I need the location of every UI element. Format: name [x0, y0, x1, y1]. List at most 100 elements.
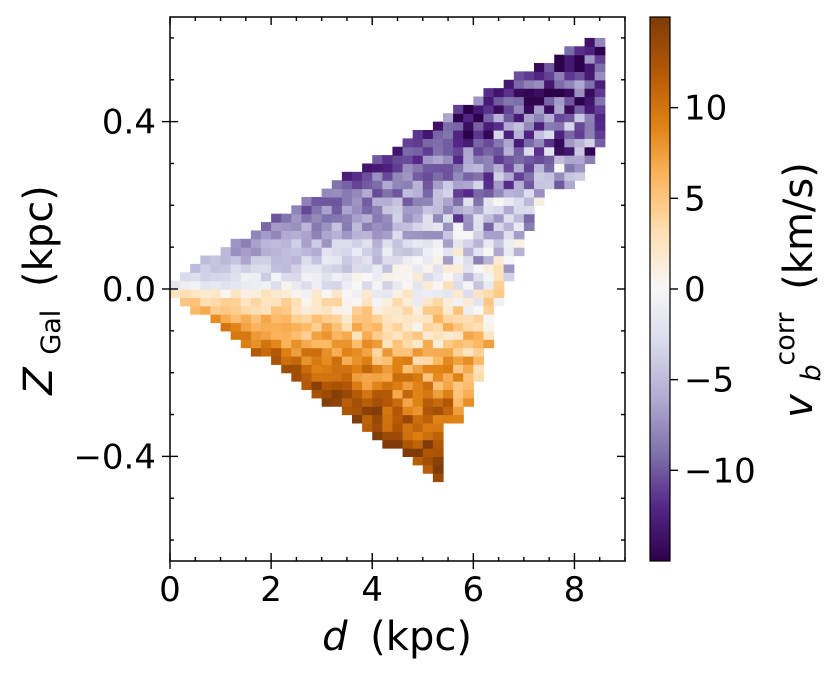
heatmap-cell — [382, 414, 394, 424]
heatmap-cell — [544, 63, 555, 72]
heatmap-cell — [230, 272, 242, 282]
heatmap-cell — [392, 272, 404, 282]
heatmap-cell — [362, 347, 373, 357]
heatmap-cell — [453, 196, 464, 206]
heatmap-cell — [271, 314, 282, 324]
heatmap-cell — [523, 79, 535, 89]
heatmap-cell — [341, 188, 353, 198]
heatmap-cell — [453, 322, 464, 332]
heatmap-cell — [483, 305, 495, 315]
heatmap-cell — [261, 255, 272, 265]
heatmap-cell — [362, 247, 373, 257]
heatmap-cell — [483, 230, 495, 240]
heatmap-cell — [473, 314, 485, 324]
heatmap-cell — [402, 289, 414, 298]
heatmap-cell — [352, 406, 363, 416]
heatmap-cell — [230, 255, 242, 265]
heatmap-cell — [483, 121, 495, 131]
heatmap-cell — [483, 272, 495, 282]
heatmap-cell — [240, 247, 252, 257]
heatmap-cell — [311, 205, 323, 215]
y-axis-label-unit: (kpc) — [16, 185, 62, 287]
heatmap-cell — [311, 255, 323, 265]
heatmap-cell — [402, 255, 414, 265]
heatmap-cell — [402, 347, 414, 357]
heatmap-cell — [402, 397, 414, 407]
heatmap-cell — [281, 255, 292, 265]
heatmap-cell — [321, 188, 333, 198]
heatmap-cell — [311, 289, 323, 298]
heatmap-cell — [453, 272, 464, 282]
heatmap-cell — [422, 230, 434, 240]
heatmap-cell — [200, 280, 212, 290]
heatmap-cell — [422, 263, 434, 273]
colorbar-label-sup: corr — [770, 312, 801, 366]
heatmap-cell — [412, 263, 424, 273]
heatmap-cell — [261, 247, 272, 257]
heatmap-cell — [534, 79, 545, 89]
heatmap-cell — [493, 272, 505, 282]
heatmap-cell — [210, 305, 222, 315]
heatmap-cell — [473, 196, 485, 206]
heatmap-cell — [281, 289, 292, 298]
heatmap-cell — [321, 314, 333, 324]
heatmap-cell — [574, 79, 586, 89]
heatmap-cell — [291, 213, 303, 223]
heatmap-cell — [574, 54, 586, 64]
x-axis-label: d (kpc) — [322, 614, 472, 660]
heatmap-cell — [281, 364, 292, 374]
heatmap-cell — [443, 121, 454, 131]
heatmap-cell — [341, 280, 353, 290]
heatmap-cell — [220, 297, 232, 307]
heatmap-cell — [250, 238, 262, 248]
heatmap-cell — [453, 330, 464, 340]
heatmap-cell — [513, 121, 525, 131]
heatmap-cell — [473, 121, 485, 131]
heatmap-cell — [432, 347, 444, 357]
heatmap-cell — [402, 230, 414, 240]
heatmap-cell — [362, 330, 373, 340]
heatmap-cell — [412, 289, 424, 298]
heatmap-cell — [554, 104, 565, 114]
heatmap-cell — [372, 205, 383, 215]
heatmap-cell — [352, 314, 363, 324]
heatmap-cell — [503, 230, 515, 240]
heatmap-cell — [331, 255, 343, 265]
heatmap-cell — [443, 213, 454, 223]
heatmap-cell — [382, 422, 394, 432]
heatmap-cell — [321, 381, 333, 391]
x-tick-label: 4 — [361, 570, 383, 610]
heatmap-cell — [240, 238, 252, 248]
heatmap-cell — [443, 330, 454, 340]
heatmap-cell — [291, 238, 303, 248]
heatmap-cell — [402, 146, 414, 156]
heatmap-cell — [443, 364, 454, 374]
heatmap-cell — [372, 431, 383, 441]
heatmap-cell — [483, 255, 495, 265]
heatmap-cell — [210, 280, 222, 290]
heatmap-cell — [321, 330, 333, 340]
heatmap-cell — [523, 121, 535, 131]
heatmap-cell — [402, 138, 414, 148]
heatmap-cell — [432, 163, 444, 173]
heatmap-cell — [180, 297, 191, 307]
heatmap-cell — [594, 88, 606, 98]
heatmap-cell — [311, 339, 323, 349]
heatmap-cell — [372, 230, 383, 240]
heatmap-cell — [402, 263, 414, 273]
heatmap-cell — [493, 146, 505, 156]
heatmap-cell — [331, 280, 343, 290]
heatmap-cell — [473, 146, 485, 156]
heatmap-cell — [422, 464, 434, 474]
heatmap-cell — [443, 255, 454, 265]
heatmap-cell — [513, 230, 525, 240]
heatmap-cell — [463, 138, 474, 148]
heatmap-cell — [493, 129, 505, 139]
heatmap-cell — [432, 339, 444, 349]
heatmap-cell — [493, 289, 505, 298]
heatmap-cell — [362, 205, 373, 215]
heatmap-cell — [321, 322, 333, 332]
heatmap-cell — [180, 289, 191, 298]
heatmap-cell — [412, 255, 424, 265]
heatmap-cell — [321, 272, 333, 282]
